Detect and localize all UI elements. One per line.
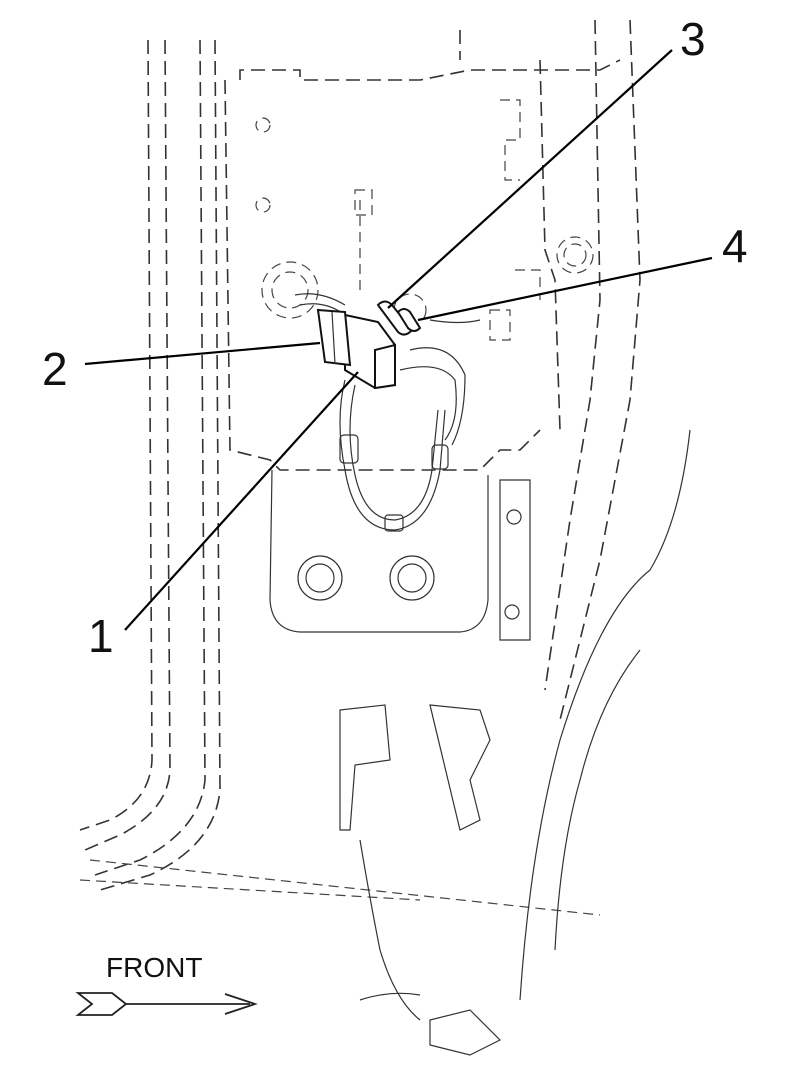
right-arrow-icon (75, 992, 258, 1016)
callout-4: 4 (722, 220, 748, 272)
connector-4 (396, 308, 422, 332)
callout-1: 1 (88, 610, 114, 662)
connector-1 (344, 313, 396, 390)
leader-line-2 (84, 341, 321, 366)
leader-lines (84, 49, 713, 631)
wire-harness (294, 293, 481, 532)
callout-2: 2 (42, 343, 68, 395)
door-inner-panel (224, 19, 641, 721)
connector-2 (316, 308, 352, 367)
callout-3: 3 (680, 13, 706, 65)
body-pillar-outline (79, 39, 601, 916)
leader-line-1 (124, 371, 359, 631)
door-lower-edge (339, 429, 691, 1056)
leader-line-3 (387, 49, 673, 309)
leader-line-4 (417, 256, 713, 322)
hinge-plate (269, 469, 531, 641)
front-indicator: FRONT (75, 952, 258, 1016)
front-label: FRONT (106, 952, 202, 983)
